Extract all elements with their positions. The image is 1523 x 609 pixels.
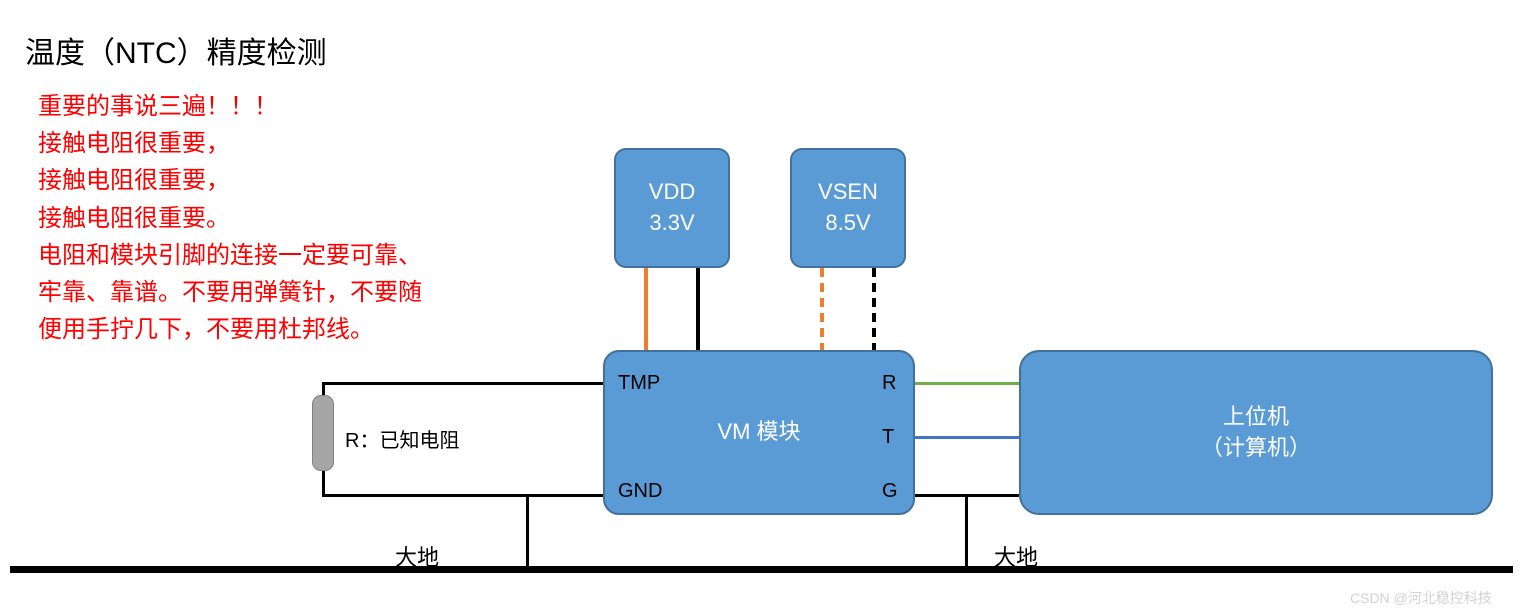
node-host-line2: （计算机） <box>1201 433 1311 464</box>
wire-earth <box>10 566 1513 573</box>
pin-t: T <box>882 426 894 449</box>
wire-vsen-left <box>820 268 824 350</box>
warning-line: 接触电阻很重要， <box>38 162 422 199</box>
pin-gnd: GND <box>618 480 662 503</box>
resistor-icon <box>312 395 334 471</box>
warning-line: 接触电阻很重要。 <box>38 200 422 237</box>
node-vm-label: VM 模块 <box>717 417 800 448</box>
resistor-label: R：已知电阻 <box>345 424 459 453</box>
wire-res-to-gnd <box>322 469 325 496</box>
wire-vdd-right <box>696 268 700 350</box>
watermark: CSDN @河北稳控科技 <box>1350 588 1492 608</box>
pin-g: G <box>882 480 898 503</box>
wire-gnd-h <box>322 494 603 497</box>
node-vdd: VDD 3.3V <box>614 148 730 268</box>
wire-vsen-right <box>872 268 876 350</box>
node-vsen: VSEN 8.5V <box>790 148 906 268</box>
pin-r: R <box>882 372 896 395</box>
node-vdd-line1: VDD <box>649 177 695 208</box>
warning-line: 重要的事说三遍！！！ <box>38 88 422 125</box>
wire-gnd-drop <box>526 494 529 568</box>
wire-t <box>915 436 1019 439</box>
wire-r <box>915 382 1019 385</box>
wire-g-drop <box>965 494 968 568</box>
wire-tmp-h <box>322 382 603 385</box>
node-host-line1: 上位机 <box>1223 402 1289 433</box>
node-vdd-line2: 3.3V <box>649 208 694 239</box>
node-vsen-line1: VSEN <box>818 177 878 208</box>
page-title: 温度（NTC）精度检测 <box>25 28 327 72</box>
warning-line: 牢靠、靠谱。不要用弹簧针，不要随 <box>38 274 422 311</box>
warning-text: 重要的事说三遍！！！ 接触电阻很重要， 接触电阻很重要， 接触电阻很重要。 电阻… <box>38 88 422 348</box>
ground-label-right: 大地 <box>994 540 1038 572</box>
ground-label-left: 大地 <box>395 540 439 572</box>
warning-line: 电阻和模块引脚的连接一定要可靠、 <box>38 237 422 274</box>
pin-tmp: TMP <box>618 372 660 395</box>
node-vsen-line2: 8.5V <box>825 208 870 239</box>
wire-vdd-left <box>644 268 648 350</box>
warning-line: 接触电阻很重要， <box>38 125 422 162</box>
warning-line: 便用手拧几下，不要用杜邦线。 <box>38 311 422 348</box>
node-host: 上位机 （计算机） <box>1019 350 1493 515</box>
